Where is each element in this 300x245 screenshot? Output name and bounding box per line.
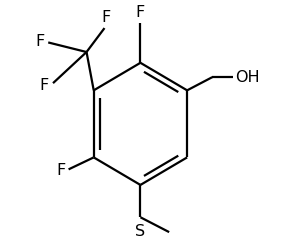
Text: S: S <box>135 224 146 239</box>
Text: F: F <box>35 34 45 49</box>
Text: F: F <box>136 5 145 20</box>
Text: F: F <box>56 163 66 178</box>
Text: F: F <box>102 10 111 25</box>
Text: F: F <box>39 78 48 93</box>
Text: OH: OH <box>235 70 260 85</box>
